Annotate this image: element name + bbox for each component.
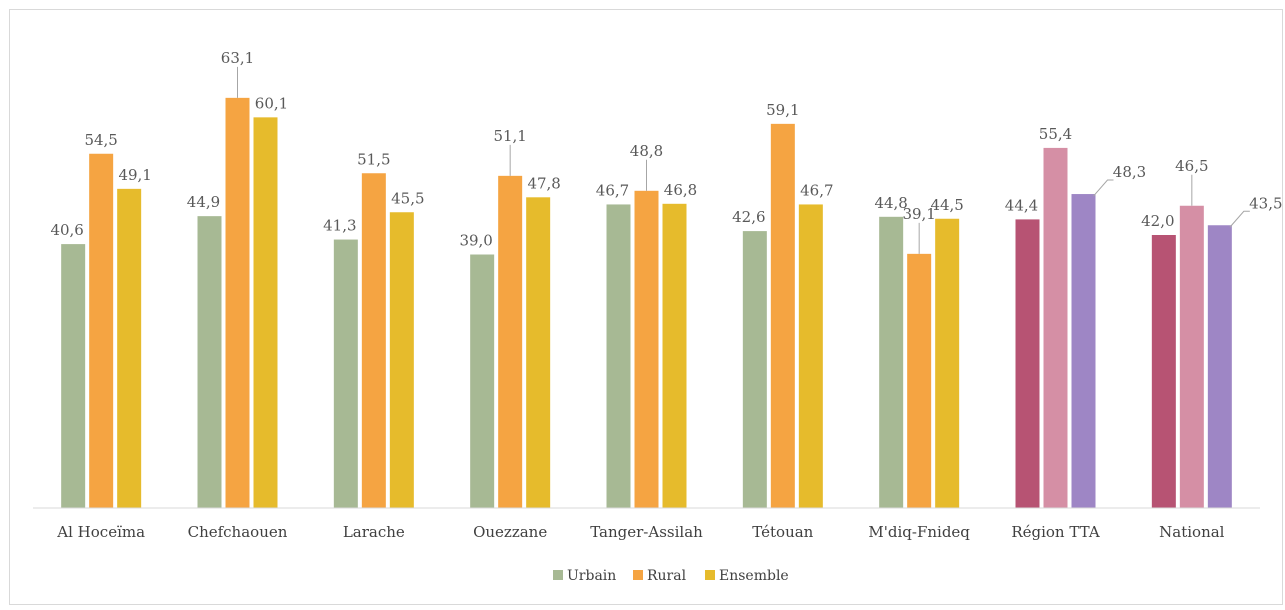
data-label-urbain-5: 42,6: [732, 208, 765, 226]
category-label-6: M'diq-Fnideq: [868, 523, 970, 541]
legend-label-rural: Rural: [647, 568, 687, 584]
data-label-rural-8: 46,5: [1175, 157, 1208, 175]
data-label-ensemble-0: 49,1: [118, 166, 151, 184]
category-label-3: Ouezzane: [473, 523, 547, 541]
data-label-urbain-7: 44,4: [1005, 196, 1038, 214]
data-label-urbain-6: 44,8: [874, 194, 907, 212]
data-label-rural-5: 59,1: [766, 101, 799, 119]
data-label-urbain-3: 39,0: [459, 232, 492, 250]
data-label-ensemble-3: 47,8: [527, 174, 560, 192]
bar-rural-8: [1179, 205, 1204, 508]
data-label-ensemble-5: 46,7: [800, 181, 833, 199]
bar-ensemble-4: [662, 203, 687, 509]
bar-chart: 40,6 54,549,1 44,9 63,1 60,1 41,3 51,5 45,5 39,0…: [33, 49, 1283, 584]
bar-urbain-8: [1151, 235, 1176, 508]
legend-label-urbain: Urbain: [567, 568, 616, 584]
bar-rural-3: [498, 175, 523, 508]
bar-ensemble-7: [1071, 194, 1096, 509]
leader-lines-layer: [237, 66, 1250, 254]
data-label-urbain-2: 41,3: [323, 217, 356, 235]
bar-rural-2: [361, 173, 386, 508]
legend: Urbain Rural Ensemble: [553, 568, 789, 584]
bar-rural-5: [770, 123, 795, 508]
bar-urbain-7: [1015, 219, 1040, 508]
data-label-urbain-1: 44,9: [187, 193, 220, 211]
data-label-ensemble-1: 60,1: [255, 94, 288, 112]
legend-swatch-urbain: [553, 570, 563, 580]
category-label-1: Chefchaouen: [188, 523, 288, 541]
category-label-8: National: [1159, 523, 1225, 541]
bar-ensemble-6: [935, 218, 960, 508]
category-label-4: Tanger-Assilah: [590, 523, 703, 541]
data-label-rural-4: 48,8: [630, 142, 663, 160]
bar-urbain-6: [879, 216, 904, 509]
leader-line-ensemble-8: [1229, 210, 1250, 228]
leader-line-ensemble-7: [1093, 179, 1114, 197]
bar-ensemble-1: [253, 117, 278, 508]
bar-urbain-0: [61, 244, 86, 508]
data-label-ensemble-7: 48,3: [1113, 163, 1146, 181]
category-label-2: Larache: [343, 523, 405, 541]
category-label-5: Tétouan: [752, 523, 813, 541]
bars-layer: [61, 97, 1232, 509]
legend-label-ensemble: Ensemble: [719, 568, 789, 584]
legend-swatch-rural: [633, 570, 643, 580]
data-label-urbain-4: 46,7: [596, 181, 629, 199]
data-label-rural-7: 55,4: [1039, 125, 1072, 143]
legend-swatch-ensemble: [705, 570, 715, 580]
category-label-0: Al Hoceïma: [56, 523, 145, 541]
data-label-rural-2: 51,5: [357, 150, 390, 168]
bar-urbain-4: [606, 204, 631, 508]
data-label-urbain-8: 42,0: [1141, 212, 1174, 230]
bar-rural-1: [225, 97, 250, 508]
bar-rural-0: [89, 153, 114, 508]
data-label-rural-0: 54,5: [84, 131, 117, 149]
bar-urbain-3: [470, 254, 495, 508]
bar-urbain-1: [197, 216, 222, 508]
data-label-ensemble-8: 43,5: [1249, 194, 1282, 212]
bar-ensemble-5: [798, 204, 823, 508]
bar-rural-6: [907, 253, 932, 508]
bar-ensemble-3: [526, 197, 551, 509]
data-labels-layer: 40,6 54,549,1 44,9 63,1 60,1 41,3 51,5 45,5 39,0…: [50, 49, 1282, 250]
bar-ensemble-0: [117, 188, 142, 508]
category-label-7: Région TTA: [1011, 523, 1099, 541]
bar-urbain-2: [333, 239, 358, 509]
bar-urbain-5: [742, 231, 767, 508]
data-label-ensemble-2: 45,5: [391, 189, 424, 207]
bar-ensemble-8: [1207, 225, 1232, 508]
data-label-rural-3: 51,1: [493, 127, 526, 145]
bar-rural-7: [1043, 147, 1068, 508]
data-label-ensemble-4: 46,8: [664, 181, 697, 199]
bar-ensemble-2: [389, 212, 414, 508]
data-label-urbain-0: 40,6: [50, 221, 83, 239]
category-labels-layer: Al Hoceïma Chefchaouen Larache Ouezzane Tang…: [56, 523, 1224, 541]
data-label-rural-6: 39,1: [902, 205, 935, 223]
data-label-rural-1: 63,1: [221, 49, 254, 67]
bar-rural-4: [634, 190, 659, 509]
data-label-ensemble-6: 44,5: [930, 196, 963, 214]
chart-frame: 40,6 54,5 49,1 44,9 63,1 60,1 41,3 51,5 45,5 39,0…: [9, 9, 1283, 605]
